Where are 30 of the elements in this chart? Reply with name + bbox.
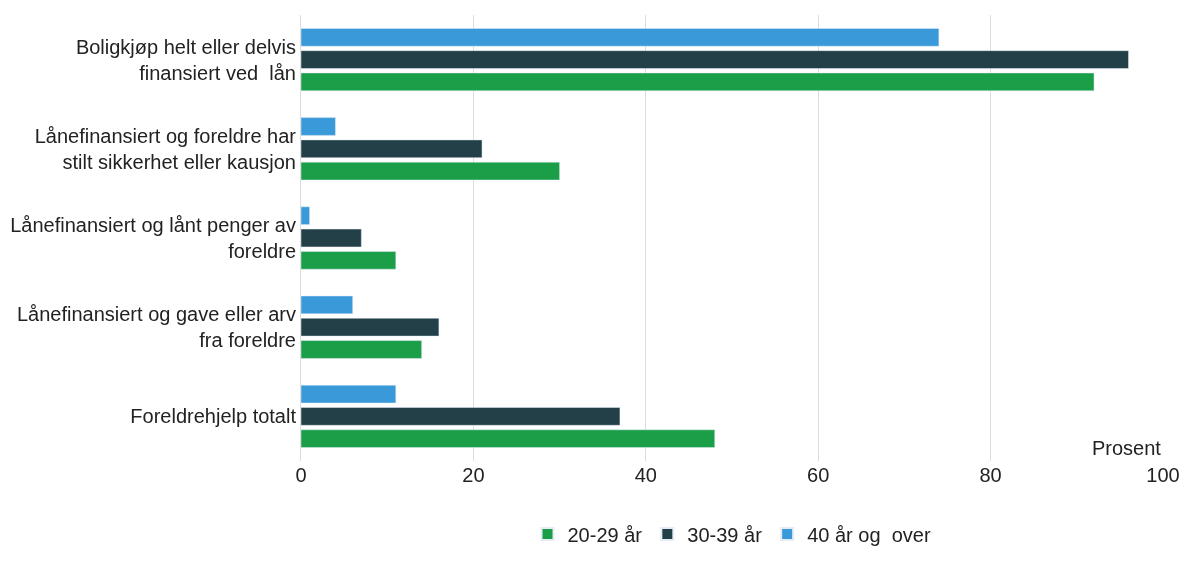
bar (301, 384, 397, 404)
x-tick-label: 100 (1146, 464, 1180, 486)
y-tick-label: Lånefinansiert og gave eller arv fra foreldre (16, 303, 296, 352)
bar (301, 161, 560, 181)
bar (301, 28, 940, 47)
y-tick-label: Foreldrehjelp totalt (130, 405, 297, 428)
legend-label: 20-29 år (567, 523, 643, 546)
bar (301, 117, 336, 136)
x-tick-label: 0 (295, 464, 307, 486)
bar (301, 407, 621, 426)
bar (301, 340, 422, 359)
x-tick-label: 80 (979, 464, 1002, 486)
bar (301, 429, 716, 448)
bar (301, 50, 1129, 69)
bar (301, 139, 483, 158)
bar (301, 251, 397, 270)
x-axis-title: Prosent (1092, 437, 1162, 459)
bar (301, 72, 1095, 92)
y-tick-label: Lånefinansiert og lånt penger av foreldre (10, 214, 296, 262)
legend-label: 30-39 år (687, 523, 763, 546)
x-tick-label: 20 (462, 464, 485, 486)
bar (301, 228, 362, 248)
bar (301, 206, 310, 225)
bar (301, 295, 353, 315)
y-tick-label: Boligkjøp helt eller delvis finansiert ved lån (75, 35, 296, 84)
legend-label: 40 år og over (807, 523, 931, 546)
x-tick-label: 60 (807, 464, 830, 486)
y-tick-label: Lånefinansiert og foreldre har stilt sikkerhet eller kausjon (34, 124, 297, 173)
x-tick-label: 40 (634, 464, 657, 486)
bar (301, 318, 440, 337)
